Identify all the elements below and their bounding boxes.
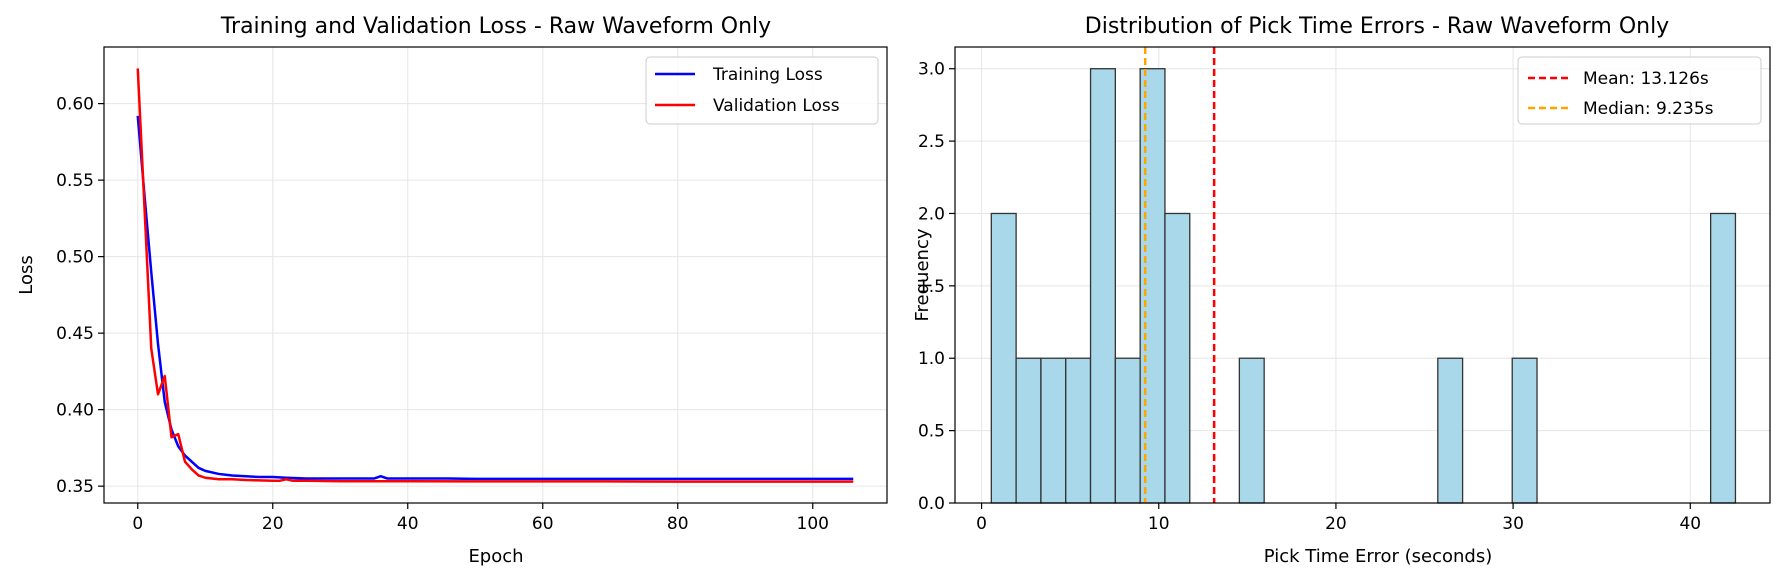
histogram-bar [1139, 68, 1166, 504]
y-tick-label: 2.0 [918, 204, 945, 224]
y-tick-label: 0.55 [56, 171, 94, 191]
y-tick-label: 1.5 [918, 277, 945, 297]
legend-box [1517, 56, 1762, 125]
series-line-training-loss [136, 115, 854, 481]
histogram-title: Distribution of Pick Time Errors - Raw W… [1085, 14, 1669, 39]
loss-chart-y-ticks: 0.35 0.40 0.45 0.50 0.55 0.60 [56, 95, 104, 497]
histogram-y-label: Frequency [912, 228, 933, 321]
x-tick-label: 100 [797, 514, 829, 534]
x-tick-label: 40 [397, 514, 419, 534]
legend-label-mean: Mean: 13.126s [1583, 69, 1709, 89]
legend-label-training: Training Loss [712, 65, 823, 85]
y-tick-label: 0.45 [56, 324, 94, 344]
y-tick-label: 0.40 [56, 401, 94, 421]
y-tick-label: 0.50 [56, 248, 94, 268]
histogram-bar [1238, 357, 1265, 504]
histogram-bars [990, 68, 1737, 504]
loss-chart-title: Training and Validation Loss - Raw Wavef… [220, 14, 771, 39]
histogram-bar [990, 212, 1017, 504]
histogram-bar [1164, 212, 1191, 504]
series-line-validation-loss [136, 68, 854, 483]
histogram-axes-frame [954, 46, 1771, 504]
y-tick-label: 3.0 [918, 60, 945, 80]
legend-box [645, 56, 879, 125]
histogram-bar [1065, 357, 1092, 504]
loss-chart-y-label: Loss [16, 255, 37, 294]
y-tick-label: 0.35 [56, 477, 94, 497]
x-tick-label: 0 [976, 514, 987, 534]
histogram-bar [1089, 68, 1116, 504]
x-tick-label: 20 [262, 514, 284, 534]
y-tick-label: 1.0 [918, 349, 945, 369]
y-tick-label: 2.5 [918, 132, 945, 152]
y-tick-label: 0.60 [56, 95, 94, 115]
y-tick-label: 0.5 [918, 422, 945, 442]
x-tick-label: 80 [667, 514, 689, 534]
histogram-bar [1015, 357, 1042, 504]
x-tick-label: 60 [532, 514, 554, 534]
x-tick-label: 30 [1502, 514, 1524, 534]
loss-chart-legend: Training Loss Validation Loss [645, 56, 879, 125]
histogram-bar [1114, 357, 1141, 504]
x-tick-label: 10 [1148, 514, 1170, 534]
histogram-bar [1709, 212, 1737, 504]
histogram-x-ticks: 0 10 20 30 40 [976, 503, 1701, 534]
x-tick-label: 0 [132, 514, 143, 534]
histogram-x-label: Pick Time Error (seconds) [1264, 546, 1493, 567]
histogram-y-ticks: 0.0 0.5 1.0 1.5 2.0 2.5 3.0 [918, 60, 955, 514]
histogram-legend: Mean: 13.126s Median: 9.235s [1517, 56, 1762, 125]
legend-label-median: Median: 9.235s [1583, 99, 1714, 119]
y-tick-label: 0.0 [918, 494, 945, 514]
loss-chart-axes-frame [103, 46, 888, 504]
x-tick-label: 40 [1679, 514, 1701, 534]
histogram-bar [1437, 357, 1464, 504]
histogram-reference-lines [1143, 47, 1216, 503]
loss-chart-series [136, 68, 854, 483]
legend-label-validation: Validation Loss [713, 96, 840, 116]
loss-chart-x-ticks: 0 20 40 60 80 100 [132, 503, 829, 534]
histogram-bar [1511, 357, 1538, 504]
loss-chart-x-label: Epoch [468, 546, 523, 567]
loss-chart: Training and Validation Loss - Raw Wavef… [16, 14, 888, 567]
error-histogram: Distribution of Pick Time Errors - Raw W… [912, 14, 1771, 567]
x-tick-label: 20 [1325, 514, 1347, 534]
histogram-bar [1040, 357, 1067, 504]
